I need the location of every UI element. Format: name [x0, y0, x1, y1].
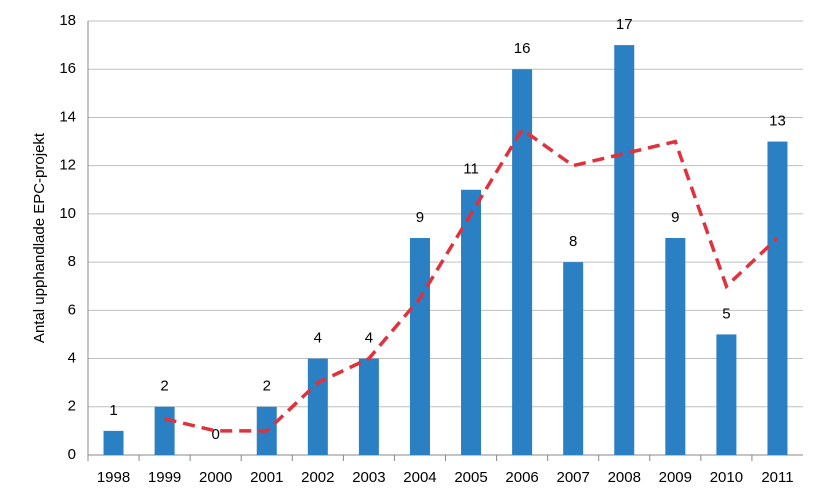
y-tick-label: 0 — [68, 446, 76, 463]
x-tick-label: 2005 — [454, 469, 487, 486]
x-tick-label: 2000 — [199, 469, 232, 486]
y-tick-label: 2 — [68, 398, 76, 415]
data-label: 4 — [365, 330, 373, 347]
data-label: 4 — [314, 330, 322, 347]
y-tick-label: 12 — [59, 157, 76, 174]
data-label: 9 — [416, 209, 424, 226]
x-tick-label: 1998 — [97, 469, 130, 486]
bar — [563, 262, 584, 455]
y-tick-label: 10 — [59, 205, 76, 222]
x-tick-label: 2011 — [761, 469, 793, 486]
bar — [103, 430, 124, 455]
bar — [358, 358, 379, 455]
data-label: 0 — [212, 426, 220, 443]
x-tick-label: 2008 — [608, 469, 641, 486]
x-tick-label: 2007 — [556, 469, 589, 486]
x-tick-label: 2004 — [403, 469, 436, 486]
x-tick-label: 2002 — [301, 469, 334, 486]
data-label: 9 — [671, 209, 679, 226]
y-tick-label: 18 — [59, 12, 76, 29]
data-label: 2 — [160, 378, 168, 395]
bar — [665, 238, 686, 455]
bar — [461, 189, 482, 455]
y-tick-label: 16 — [59, 60, 76, 77]
bar — [154, 406, 175, 455]
x-tick-label: 1999 — [148, 469, 181, 486]
data-label: 8 — [569, 233, 577, 250]
data-label: 1 — [109, 402, 117, 419]
x-tick-label: 2009 — [659, 469, 692, 486]
bar — [716, 334, 737, 455]
y-tick-label: 6 — [68, 301, 76, 318]
data-label: 11 — [463, 161, 479, 178]
y-tick-label: 14 — [59, 108, 76, 125]
x-tick-label: 2003 — [352, 469, 385, 486]
y-axis-label: Antal upphandlade EPC-projekt — [31, 132, 48, 343]
bar — [512, 69, 533, 455]
data-label: 16 — [514, 40, 531, 57]
data-label: 5 — [722, 305, 730, 322]
trend-line — [164, 126, 779, 433]
data-label: 13 — [769, 113, 786, 130]
x-tick-label: 2001 — [250, 469, 283, 486]
bar — [307, 358, 328, 455]
x-tick-label: 2006 — [505, 469, 538, 486]
bar — [767, 141, 788, 456]
data-label: 2 — [263, 378, 271, 395]
x-tick-label: 2010 — [710, 469, 743, 486]
bar — [614, 45, 635, 455]
bar — [409, 238, 430, 455]
data-label: 17 — [616, 16, 633, 33]
y-tick-label: 4 — [68, 350, 76, 367]
y-tick-label: 8 — [68, 253, 76, 270]
